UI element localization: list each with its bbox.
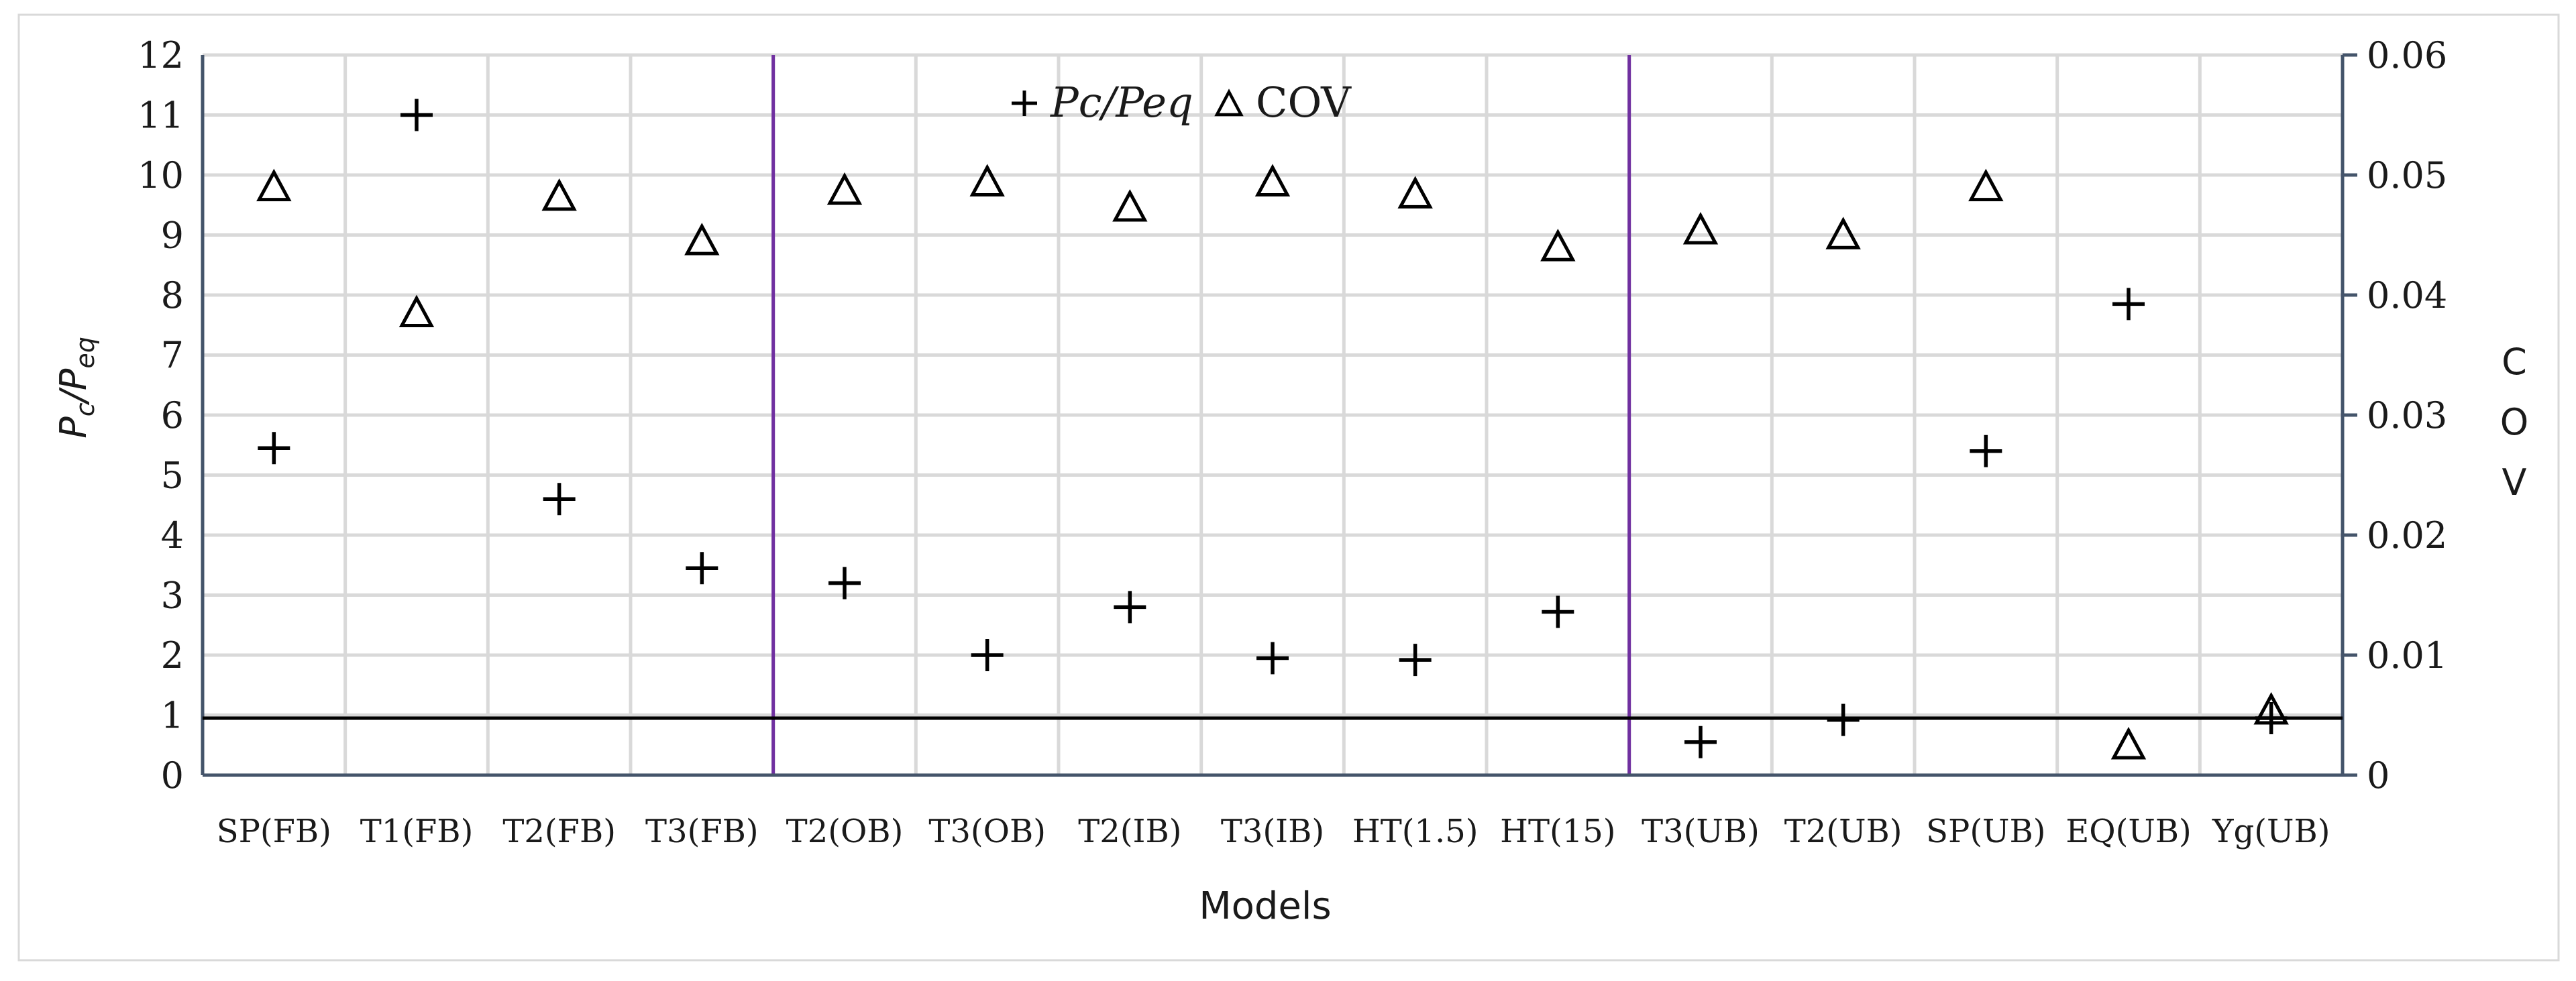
y-tick-label: 0 — [161, 754, 184, 797]
triangle-marker — [1397, 176, 1433, 209]
y-axis-label: Pc/Peq — [52, 337, 100, 439]
x-tick-label: HT(15) — [1500, 813, 1615, 850]
data-markers — [256, 99, 2289, 760]
y2-axis-label-o: O — [2500, 401, 2529, 443]
triangle-marker — [969, 164, 1005, 196]
y-tick-label: 6 — [161, 394, 184, 437]
x-tick-label: HT(1.5) — [1352, 813, 1479, 850]
y2-axis-label-c: C — [2502, 341, 2527, 383]
y2-tick-label: 0 — [2367, 754, 2390, 797]
y2-tick-label: 0.01 — [2367, 634, 2447, 677]
x-tick-label: T3(IB) — [1221, 813, 1324, 850]
x-tick-label: T1(FB) — [360, 813, 474, 850]
y-axis-label-main2: P — [52, 368, 95, 390]
y-tick-label: 7 — [161, 335, 184, 377]
triangle-marker — [398, 294, 435, 328]
x-tick-label: Yg(UB) — [2212, 813, 2330, 850]
x-tick-label: T2(OB) — [786, 813, 904, 850]
triangle-marker — [1682, 212, 1719, 245]
triangle-marker — [2253, 692, 2289, 725]
y2-tick-label: 0.05 — [2367, 154, 2447, 196]
y2-axis-label-v: V — [2502, 461, 2527, 504]
y-tick-label: 2 — [161, 634, 184, 677]
x-tick-label: T2(FB) — [502, 813, 616, 850]
y2-tick-label: 0.02 — [2367, 514, 2447, 557]
y-tick-label: 5 — [161, 455, 184, 497]
triangle-marker — [1540, 229, 1576, 262]
y-tick-label: 11 — [138, 95, 184, 137]
plus-marker — [1399, 644, 1432, 677]
x-tick-label: T3(UB) — [1642, 813, 1760, 850]
x-tick-label: T2(IB) — [1078, 813, 1181, 850]
plus-marker — [1684, 726, 1717, 758]
plus-marker — [1256, 642, 1289, 675]
legend-label-cov: COV — [1256, 78, 1352, 127]
triangle-marker — [1254, 164, 1291, 196]
triangle-marker — [256, 168, 292, 202]
x-tick-label: T2(UB) — [1784, 813, 1902, 850]
plus-marker — [1542, 595, 1574, 628]
chart-frame — [17, 13, 2560, 962]
y-axis-label-main: P — [52, 416, 95, 439]
y-tick-label: 1 — [161, 695, 184, 737]
y-tick-label: 10 — [138, 154, 184, 196]
x-tick-label: T3(OB) — [928, 813, 1046, 850]
y-tick-label: 9 — [161, 215, 184, 257]
y-tick-label: 3 — [161, 575, 184, 617]
plus-marker — [1114, 591, 1146, 624]
plus-marker — [828, 567, 861, 599]
y-tick-label: 8 — [161, 274, 184, 316]
plus-marker — [686, 552, 718, 585]
y-tick-label: 12 — [138, 34, 184, 76]
y-tick-label: 4 — [161, 514, 184, 557]
triangle-marker — [1968, 168, 2004, 202]
y-axis-label-sub1: c — [70, 402, 100, 416]
plus-marker — [543, 483, 576, 516]
plus-marker — [1827, 703, 1860, 736]
x-tick-label: EQ(UB) — [2065, 813, 2192, 850]
y-axis-label-sub2: eq — [70, 337, 100, 369]
plus-marker — [400, 99, 433, 131]
x-tick-label: T3(FB) — [645, 813, 759, 850]
legend-plus-icon — [1012, 91, 1037, 116]
plus-marker — [1970, 435, 2002, 467]
y2-tick-label: 0.04 — [2367, 274, 2447, 316]
triangle-marker — [1112, 189, 1148, 222]
group-separators — [771, 55, 1631, 775]
legend: Pc/Peq COV — [1012, 78, 1352, 127]
axes — [201, 53, 2357, 777]
triangle-marker — [826, 172, 863, 205]
x-axis-label: Models — [1199, 884, 1331, 928]
y2-tick-label: 0.03 — [2367, 394, 2447, 437]
legend-triangle-icon — [1214, 89, 1244, 117]
plus-marker — [971, 639, 1004, 671]
legend-label-pcpeq: Pc/Peq — [1050, 78, 1193, 127]
y2-tick-label: 0.06 — [2367, 34, 2447, 76]
triangle-marker — [684, 223, 720, 255]
triangle-marker — [1825, 217, 1861, 249]
x-tick-label: SP(UB) — [1926, 813, 2045, 850]
tick-labels: 012345678910111200.010.020.030.040.050.0… — [138, 34, 2447, 850]
x-tick-label: SP(FB) — [217, 813, 331, 850]
triangle-marker — [2110, 726, 2147, 760]
plus-marker — [2112, 288, 2145, 321]
triangle-marker — [541, 178, 577, 211]
plus-marker — [258, 432, 290, 465]
